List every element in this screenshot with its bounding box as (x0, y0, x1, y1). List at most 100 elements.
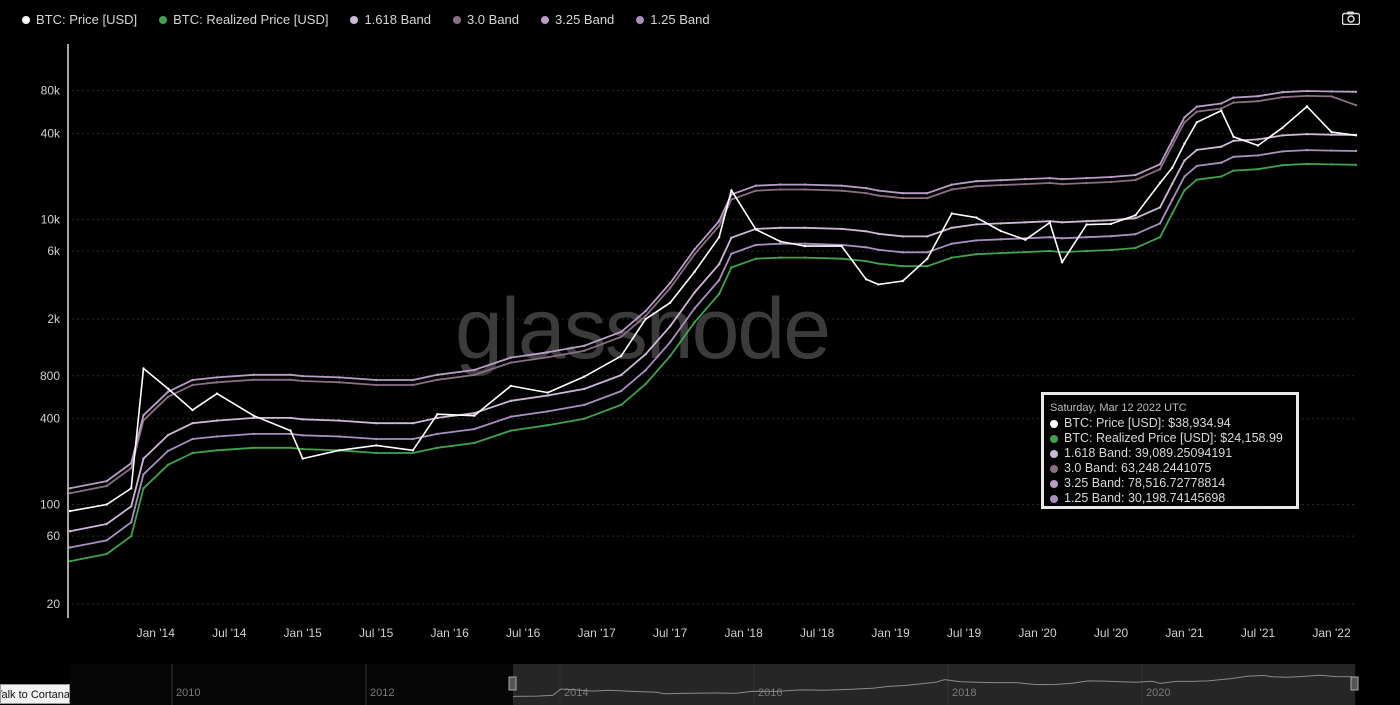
legend-item-1-25-band[interactable]: 1.25 Band (636, 12, 710, 27)
y-tick-label: 6k (47, 244, 61, 258)
data-point-3-25-band (301, 374, 304, 378)
cortana-label: Talk to Cortana (0, 689, 70, 701)
legend-item-3-25-band[interactable]: 3.25 Band (541, 12, 614, 27)
data-point-1-25-band (901, 251, 904, 254)
series-line-1-618-band[interactable] (69, 133, 1357, 533)
data-point-btc-realized-price-usd (1158, 236, 1162, 239)
data-point-btc-price-usd (1281, 126, 1284, 129)
data-point-1-25-band (754, 243, 758, 247)
navigator-right-handle[interactable] (1350, 676, 1359, 691)
data-point-btc-price-usd (1305, 105, 1309, 108)
data-point-3-0-band (668, 286, 672, 290)
data-point-btc-realized-price-usd (411, 451, 415, 455)
legend-item-btc-price-usd[interactable]: BTC: Price [USD] (22, 12, 137, 27)
data-point-btc-price-usd (619, 354, 623, 358)
data-point-3-25-band (68, 487, 72, 490)
data-point-btc-price-usd (1085, 223, 1088, 226)
data-point-btc-realized-price-usd (252, 446, 255, 449)
data-point-btc-price-usd (803, 244, 807, 248)
data-point-btc-price-usd (546, 391, 549, 394)
camera-icon[interactable] (1342, 11, 1360, 25)
data-point-btc-price-usd (1330, 130, 1333, 134)
cortana-search-box[interactable]: Talk to Cortana (0, 684, 70, 704)
navigator-left-handle[interactable] (508, 676, 517, 691)
data-point-1-25-band (166, 449, 170, 453)
data-point-btc-realized-price-usd (289, 446, 292, 449)
data-point-1-25-band (583, 403, 586, 407)
x-tick-label: Jul '15 (359, 626, 394, 640)
x-tick-label: Jan '14 (137, 626, 176, 640)
data-point-btc-realized-price-usd (166, 463, 170, 466)
data-point-btc-realized-price-usd (950, 256, 953, 259)
x-tick-label: Jan '22 (1312, 626, 1351, 640)
series-line-3-0-band[interactable] (69, 95, 1357, 495)
data-point-3-0-band (950, 188, 953, 191)
data-point-3-25-band (717, 219, 721, 223)
data-point-1-618-band (644, 353, 647, 356)
data-point-3-25-band (1048, 176, 1052, 180)
legend-dot-icon (452, 15, 461, 24)
data-point-3-25-band (803, 183, 807, 186)
data-point-3-25-band (779, 183, 782, 186)
data-point-1-25-band (717, 278, 721, 282)
series-line-btc-realized-price-usd[interactable] (69, 163, 1357, 563)
data-point-btc-price-usd (1134, 214, 1137, 217)
data-point-1-618-band (1158, 206, 1162, 209)
data-point-1-25-band (1195, 164, 1199, 168)
data-point-3-0-band (1134, 178, 1137, 182)
data-point-3-0-band (1281, 96, 1284, 99)
data-point-3-0-band (1305, 94, 1309, 98)
legend-item-btc-realized-price-usd[interactable]: BTC: Realized Price [USD] (159, 12, 328, 27)
tooltip-dot-icon (1050, 419, 1058, 428)
data-point-1-25-band (1085, 236, 1088, 239)
tooltip-value: BTC: Price [USD]: $38,934.94 (1064, 416, 1231, 430)
data-point-1-25-band (68, 546, 72, 549)
data-point-btc-price-usd (901, 279, 904, 283)
navigator-year-label: 2018 (952, 687, 976, 699)
data-point-1-618-band (375, 422, 378, 425)
data-point-btc-price-usd (301, 457, 304, 460)
data-point-3-0-band (644, 314, 647, 318)
data-point-1-25-band (975, 239, 978, 242)
data-point-btc-realized-price-usd (130, 535, 133, 538)
data-point-1-618-band (1256, 138, 1260, 141)
legend-item-3-0-band[interactable]: 3.0 Band (452, 12, 520, 27)
series-line-btc-price-usd[interactable] (69, 105, 1357, 512)
data-point-1-25-band (730, 252, 733, 255)
data-point-3-25-band (1232, 96, 1235, 99)
range-navigator[interactable]: 2010 2012 2014 2016 2018 2020 (0, 664, 1400, 705)
legend-dot-icon (159, 15, 168, 24)
data-point-btc-realized-price-usd (68, 560, 72, 563)
data-point-1-25-band (779, 242, 782, 245)
tooltip-value: 3.0 Band: 63,248.2441075 (1064, 461, 1212, 475)
navigator-year-label: 2016 (758, 687, 782, 699)
data-point-3-0-band (252, 378, 255, 381)
data-point-1-618-band (289, 416, 292, 420)
data-point-3-25-band (619, 330, 623, 334)
data-point-btc-realized-price-usd (999, 251, 1002, 255)
data-point-3-25-band (1220, 102, 1223, 105)
data-point-btc-realized-price-usd (1281, 164, 1284, 167)
data-point-3-0-band (1354, 104, 1358, 107)
legend-label: 3.0 Band (466, 12, 520, 27)
navigator-year-label: 2020 (1146, 687, 1170, 699)
legend-item-1-618-band[interactable]: 1.618 Band (350, 12, 431, 27)
data-point-btc-price-usd (1220, 109, 1223, 112)
data-point-3-25-band (1171, 139, 1174, 142)
data-point-btc-price-usd (1158, 181, 1162, 185)
data-point-1-618-band (583, 387, 586, 391)
data-point-1-25-band (436, 432, 439, 436)
data-point-3-0-band (1330, 95, 1333, 98)
data-point-btc-realized-price-usd (644, 382, 647, 386)
data-point-btc-realized-price-usd (840, 257, 843, 260)
data-point-btc-price-usd (215, 392, 219, 395)
data-point-btc-price-usd (754, 228, 758, 231)
navigator-year-labels: 2010 2012 2014 2016 2018 2020 (171, 664, 1170, 705)
data-point-3-25-band (1256, 95, 1260, 98)
data-point-3-0-band (1085, 181, 1088, 185)
data-point-3-25-band (375, 378, 378, 382)
data-point-1-25-band (546, 410, 549, 413)
series-line-3-25-band[interactable] (69, 90, 1357, 490)
data-point-3-0-band (1195, 110, 1199, 113)
